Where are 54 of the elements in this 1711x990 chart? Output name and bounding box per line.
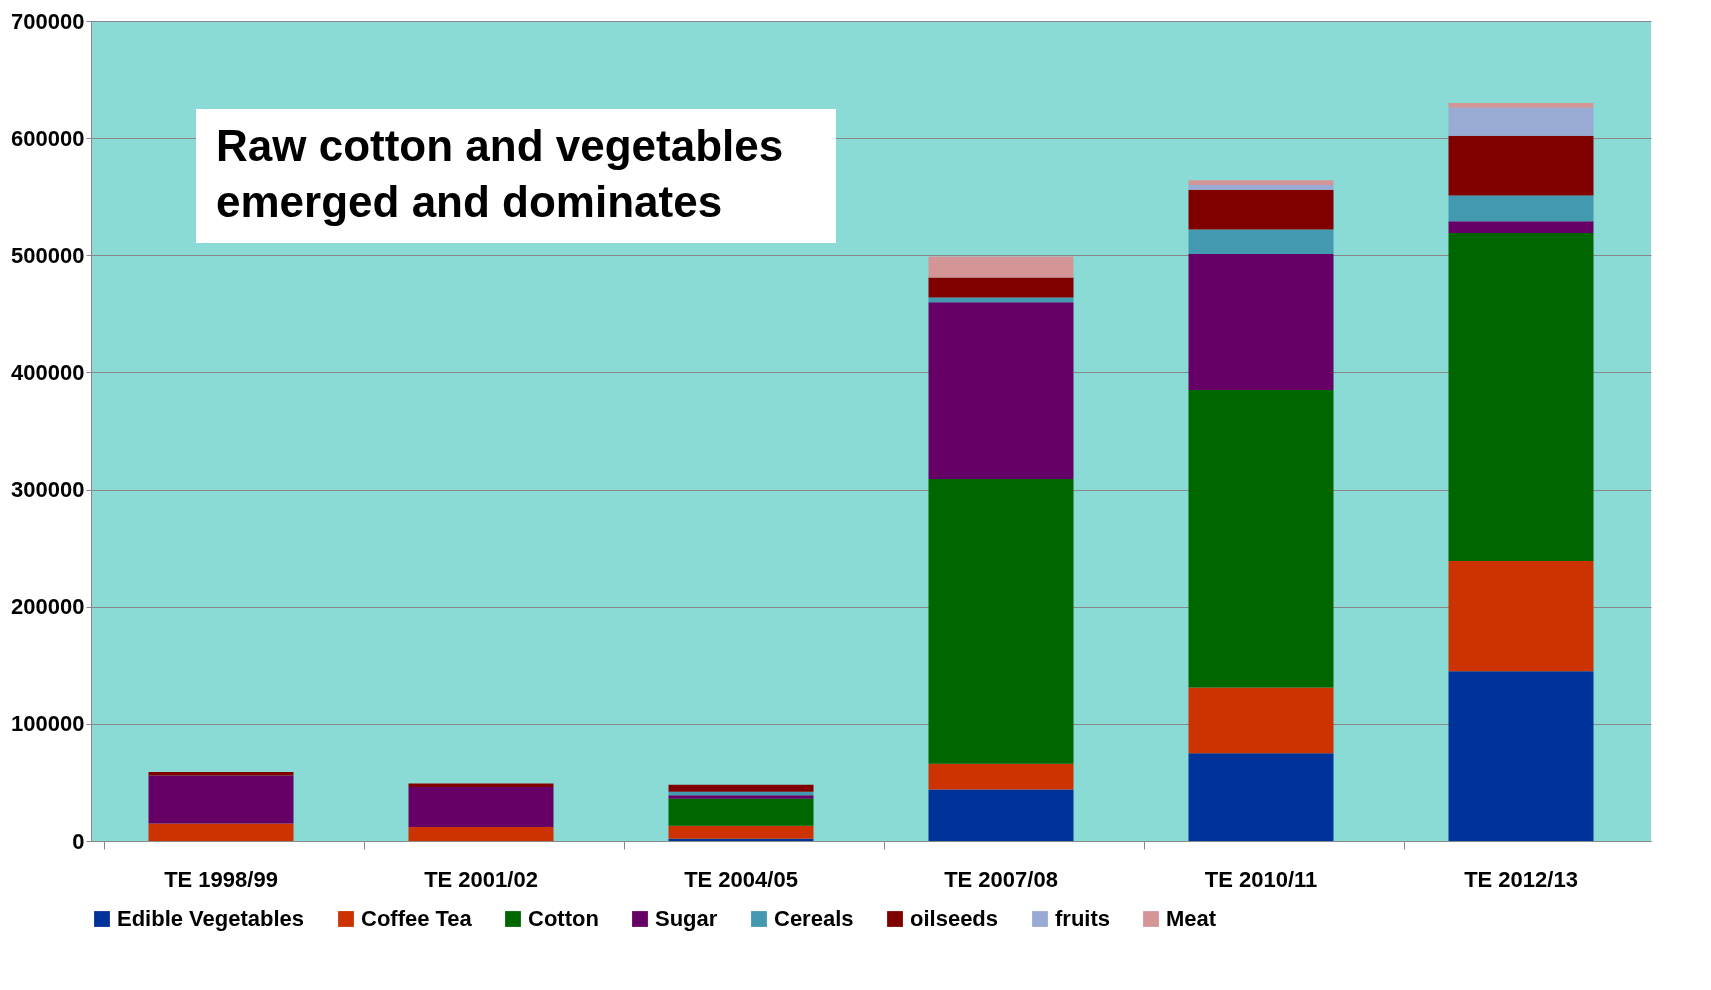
- bar: [928, 763, 1074, 790]
- bar: [1188, 185, 1334, 190]
- legend-label: Coffee Tea: [361, 906, 473, 931]
- x-tick-label: TE 2012/13: [1464, 866, 1578, 892]
- bar: [928, 277, 1074, 298]
- bar: [1448, 135, 1594, 196]
- x-tick-label: TE 2010/11: [1204, 866, 1318, 892]
- bar: [408, 787, 554, 827]
- y-tick-label: 200000: [11, 594, 85, 620]
- bar: [668, 795, 814, 799]
- bar: [1448, 561, 1594, 672]
- y-tick-label: 0: [72, 828, 85, 854]
- bar: [1188, 753, 1334, 841]
- bar: [1188, 189, 1334, 230]
- bar: [148, 823, 294, 841]
- y-tick-label: 600000: [11, 125, 85, 151]
- bar: [928, 789, 1074, 841]
- x-tick-label: TE 1998/99: [164, 866, 278, 892]
- bar: [1448, 107, 1594, 136]
- bar: [928, 479, 1074, 764]
- legend-label: Edible Vegetables: [117, 906, 305, 931]
- bar: [928, 297, 1074, 303]
- x-tick-label: TE 2001/02: [424, 866, 538, 892]
- bar: [1448, 221, 1594, 234]
- legend-label: oilseeds: [910, 906, 999, 931]
- annotation: Raw cotton and vegetables emerged and dominates: [216, 121, 784, 226]
- bar: [1188, 180, 1334, 185]
- x-tick-label: TE 2004/05: [684, 866, 798, 892]
- x-tick-label: TE 2007/08: [944, 866, 1058, 892]
- bar: [1448, 233, 1594, 562]
- bar: [1188, 229, 1334, 255]
- y-tick-label: 300000: [11, 477, 85, 503]
- y-tick-label: 500000: [11, 242, 85, 268]
- bar: [1448, 195, 1594, 222]
- bar: [148, 775, 294, 824]
- legend-label: Cotton: [528, 906, 599, 931]
- bar: [1188, 254, 1334, 390]
- bar: [668, 784, 814, 792]
- bar: [668, 825, 814, 839]
- legend-label: fruits: [1055, 906, 1110, 931]
- bar: [408, 826, 554, 841]
- bar: [1188, 390, 1334, 688]
- y-tick-label: 400000: [11, 359, 85, 385]
- bar: [928, 302, 1074, 480]
- legend-label: Meat: [1166, 906, 1217, 931]
- y-tick-label: 100000: [11, 711, 85, 737]
- bar: [1188, 687, 1334, 754]
- legend-label: Sugar: [655, 906, 718, 931]
- bar: [928, 256, 1074, 278]
- bar: [668, 798, 814, 826]
- y-tick-label: 700000: [11, 8, 85, 34]
- legend-label: Cereals: [774, 906, 854, 931]
- bar: [1448, 103, 1594, 108]
- bar: [1448, 671, 1594, 841]
